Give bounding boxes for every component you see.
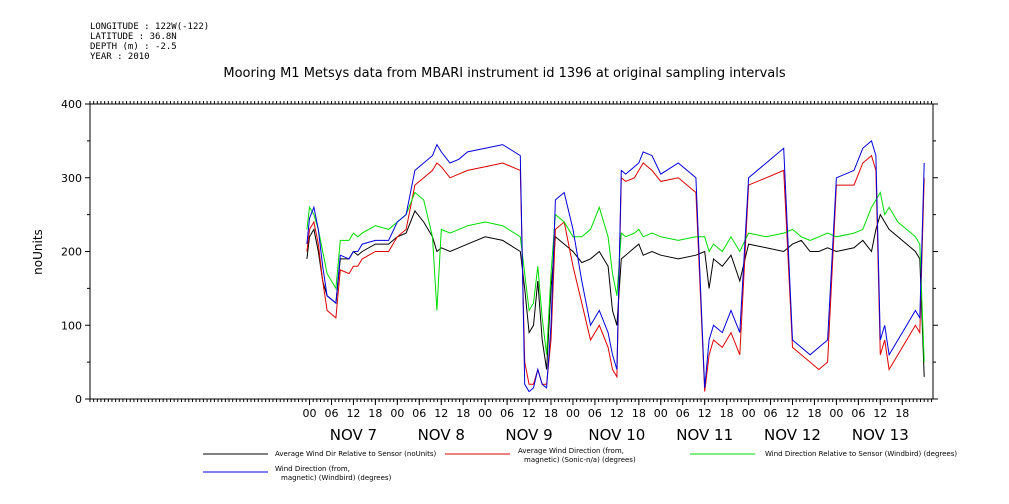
legend-label-2-line2: magnetic) (Sonic-n/a) (degrees) xyxy=(524,456,636,464)
x-tick-label: 06 xyxy=(588,407,602,420)
x-tick-label: 00 xyxy=(566,407,580,420)
series-line-1 xyxy=(306,209,925,377)
y-tick-label: 200 xyxy=(61,246,82,259)
x-tick-label: 00 xyxy=(654,407,668,420)
x-tick-label: 18 xyxy=(895,407,909,420)
legend-label-4: Wind Direction (from, xyxy=(275,465,350,473)
chart-title: Mooring M1 Metsys data from MBARI instru… xyxy=(223,66,786,81)
x-tick-label: 12 xyxy=(698,407,712,420)
y-tick-label: 300 xyxy=(61,172,82,185)
x-tick-label: 18 xyxy=(544,407,558,420)
x-tick-label: 00 xyxy=(390,407,404,420)
x-tick-label: 12 xyxy=(346,407,360,420)
series-line-2 xyxy=(306,154,925,392)
x-tick-label: 18 xyxy=(456,407,470,420)
latitude-label: LATITUDE : 36.8N xyxy=(90,32,177,42)
y-tick-label: 100 xyxy=(61,319,82,332)
x-tick-label: 18 xyxy=(632,407,646,420)
day-label: NOV 13 xyxy=(852,426,909,444)
x-tick-label: 18 xyxy=(720,407,734,420)
series-line-3 xyxy=(306,191,925,363)
x-tick-label: 00 xyxy=(303,407,317,420)
x-tick-label: 12 xyxy=(610,407,624,420)
x-tick-label: 06 xyxy=(500,407,514,420)
x-tick-label: 06 xyxy=(676,407,690,420)
day-label: NOV 8 xyxy=(418,426,465,444)
metadata-block: LONGITUDE : 122W(-122) LATITUDE : 36.8N … xyxy=(90,22,209,62)
day-label: NOV 11 xyxy=(676,426,733,444)
x-tick-label: 12 xyxy=(434,407,448,420)
depth-label: DEPTH (m) : -2.5 xyxy=(90,42,177,52)
legend-label-2: Average Wind Direction (from, xyxy=(518,447,624,455)
x-tick-label: 06 xyxy=(412,407,426,420)
y-tick-label: 0 xyxy=(75,393,82,406)
day-label: NOV 12 xyxy=(764,426,821,444)
x-tick-label: 00 xyxy=(478,407,492,420)
x-tick-label: 18 xyxy=(807,407,821,420)
x-tick-label: 06 xyxy=(764,407,778,420)
x-tick-label: 18 xyxy=(368,407,382,420)
legend: Average Wind Dir Relative to Sensor (noU… xyxy=(203,447,957,482)
legend-label-1: Average Wind Dir Relative to Sensor (noU… xyxy=(275,450,436,458)
x-tick-label: 00 xyxy=(829,407,843,420)
plot-frame xyxy=(89,103,934,400)
x-tick-label: 00 xyxy=(742,407,756,420)
x-tick-label: 06 xyxy=(324,407,338,420)
day-label: NOV 7 xyxy=(330,426,377,444)
day-label: NOV 9 xyxy=(505,426,552,444)
legend-label-4-line2: magnetic) (Windbird) (degrees) xyxy=(281,474,392,482)
year-label: YEAR : 2010 xyxy=(90,52,150,62)
legend-label-3: Wind Direction Relative to Sensor (Windb… xyxy=(765,450,957,458)
longitude-label: LONGITUDE : 122W(-122) xyxy=(90,22,210,32)
series-line-4 xyxy=(306,140,925,393)
y-tick-label: 400 xyxy=(61,98,82,111)
day-label: NOV 10 xyxy=(588,426,645,444)
x-tick-label: 06 xyxy=(851,407,865,420)
axes: 0 100 200 300 400 00 06 12 18 00 06 12 18 00 06 12 18 00 0… xyxy=(61,98,938,444)
plot-content xyxy=(306,140,925,393)
x-tick-label: 12 xyxy=(522,407,536,420)
x-tick-label: 12 xyxy=(786,407,800,420)
x-tick-label: 12 xyxy=(873,407,887,420)
y-axis-label: noUnits xyxy=(31,229,45,275)
